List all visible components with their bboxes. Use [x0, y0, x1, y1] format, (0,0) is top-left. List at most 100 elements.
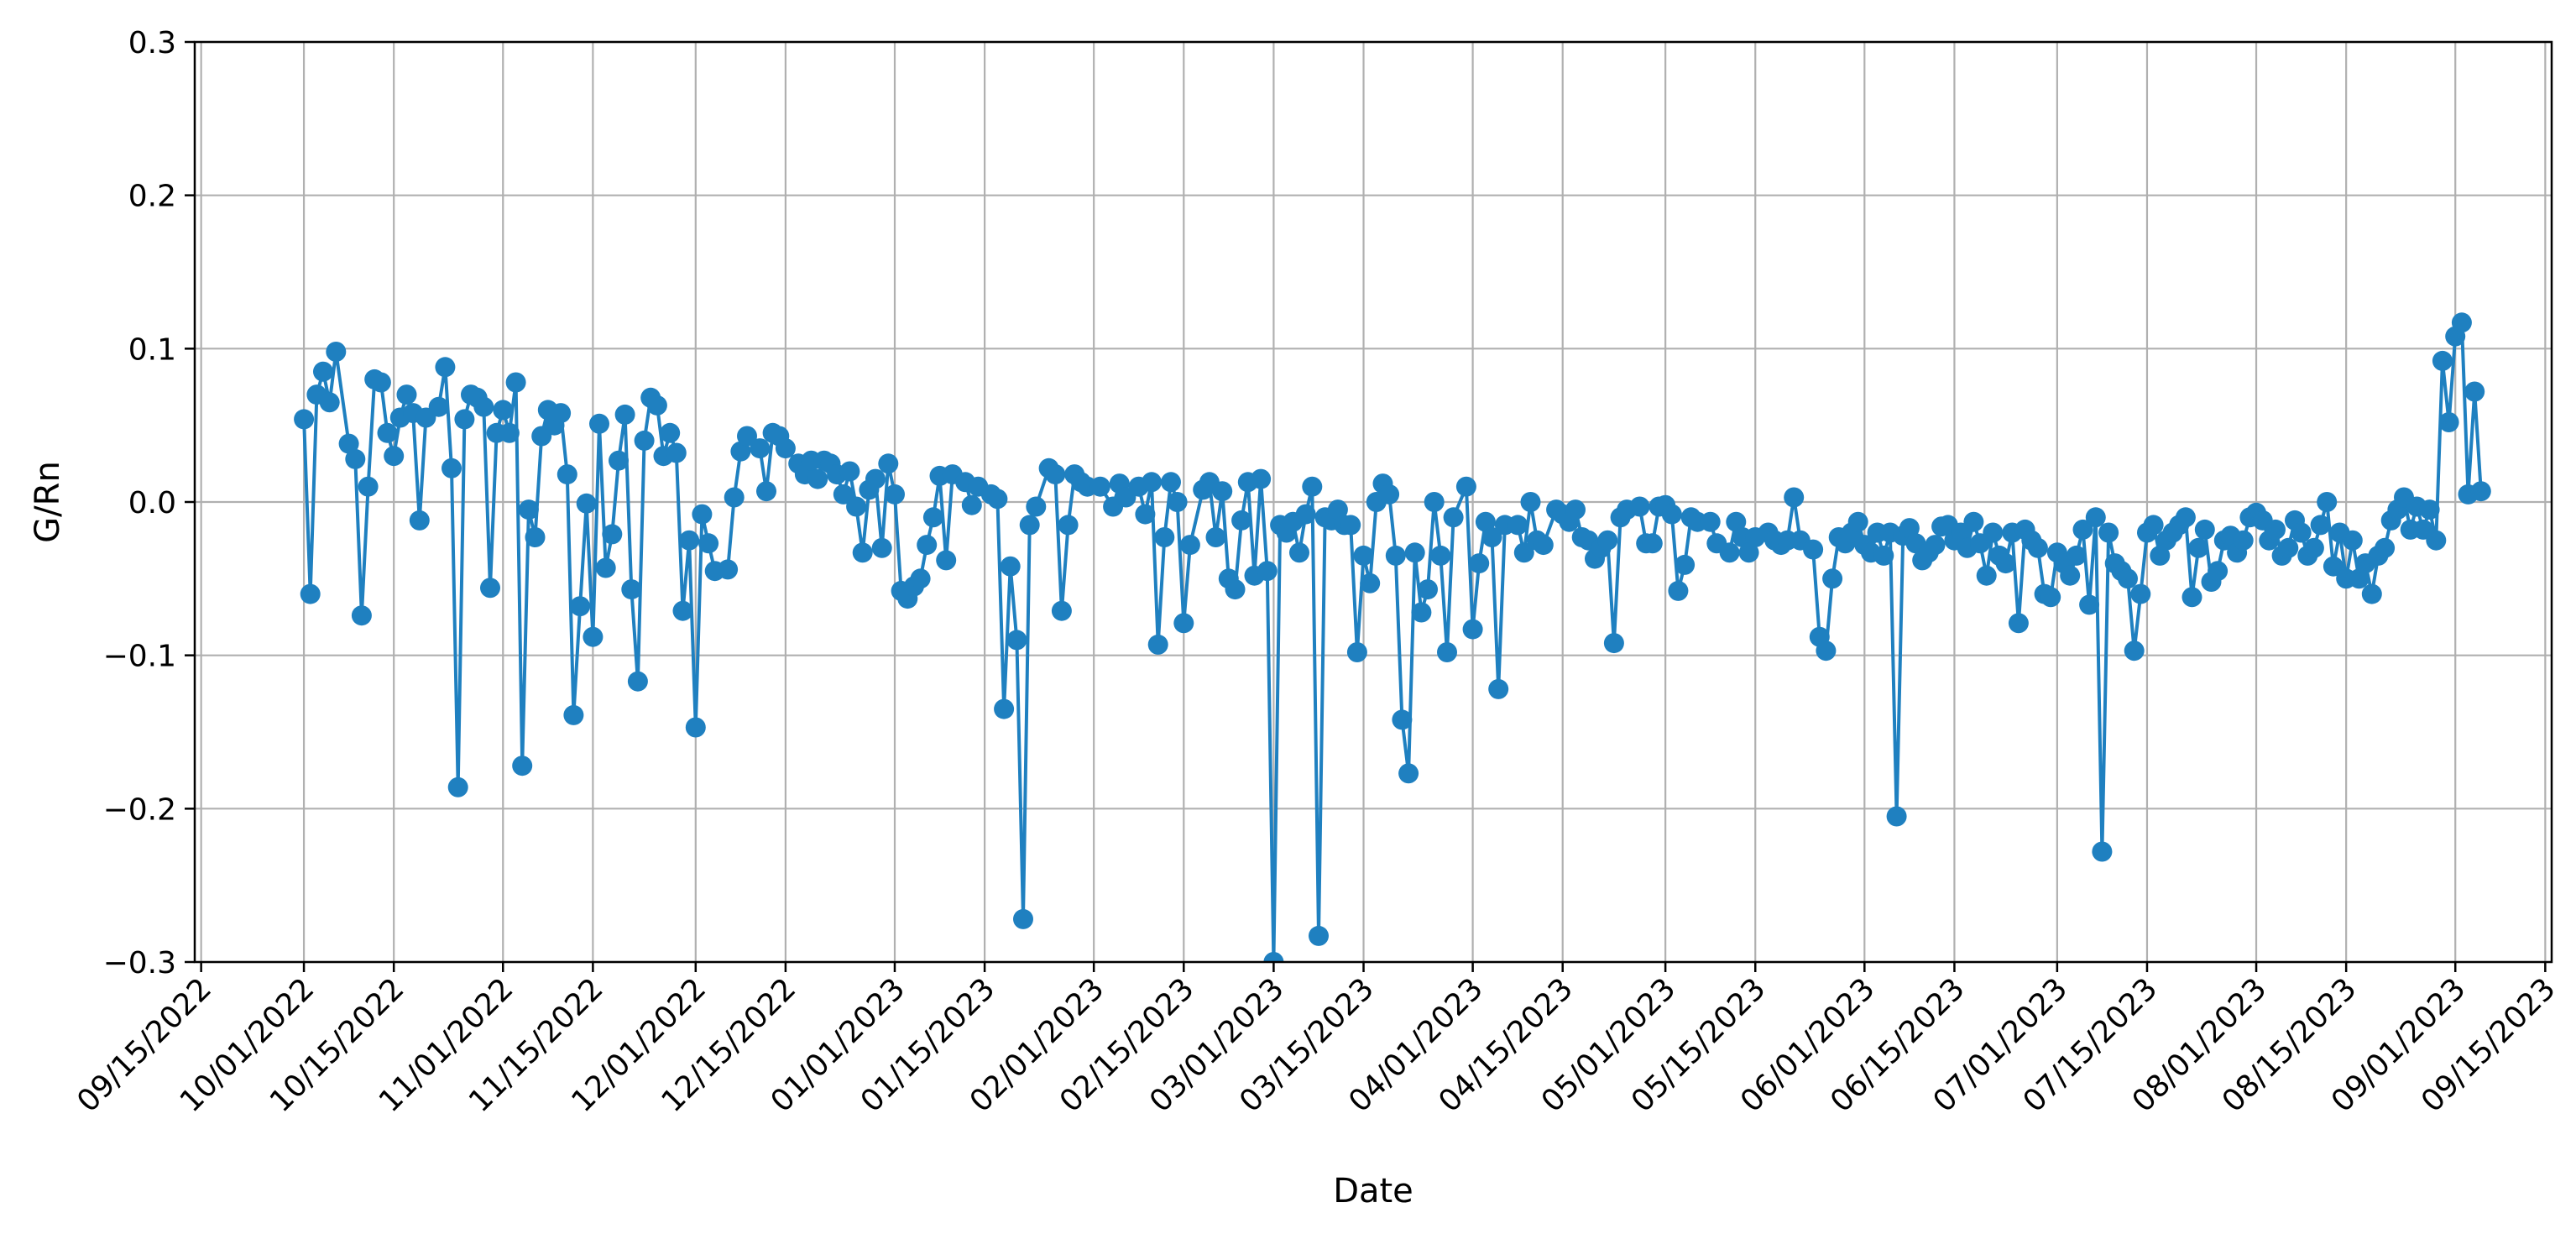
data-point: [499, 422, 520, 443]
data-point: [447, 776, 468, 797]
data-point: [2310, 515, 2331, 536]
data-point: [609, 450, 629, 471]
data-point: [1520, 492, 1541, 512]
data-point: [839, 461, 860, 482]
data-point: [1976, 565, 1997, 586]
data-point: [2432, 350, 2453, 371]
data-point: [1488, 678, 1509, 699]
series-layer: [294, 312, 2491, 962]
data-point: [987, 489, 1008, 510]
data-point: [1475, 511, 1496, 532]
data-point: [409, 510, 430, 531]
data-point: [570, 596, 591, 617]
data-point: [1565, 499, 1586, 520]
data-point: [2426, 530, 2447, 551]
data-point: [1327, 499, 1348, 520]
data-point: [1006, 630, 1027, 651]
data-point: [326, 342, 347, 362]
data-point: [833, 484, 854, 505]
data-point: [396, 384, 417, 405]
data-point: [2323, 556, 2343, 577]
data-point: [922, 507, 943, 528]
data-point: [1212, 481, 1233, 502]
data-point: [2278, 537, 2299, 558]
data-point: [1726, 511, 1747, 532]
data-point: [994, 698, 1015, 719]
data-point: [1392, 709, 1413, 730]
data-point: [442, 458, 462, 478]
data-point: [1205, 527, 1226, 547]
data-point: [1179, 535, 1200, 556]
x-axis-label: Date: [1333, 1172, 1413, 1210]
data-point: [1668, 580, 1689, 601]
data-point: [2303, 537, 2324, 558]
data-point: [846, 496, 867, 517]
data-point: [910, 568, 931, 589]
data-point: [2124, 641, 2145, 661]
data-point: [724, 487, 745, 508]
data-point: [2291, 522, 2312, 543]
data-point: [435, 357, 456, 378]
data-point: [1983, 522, 2004, 543]
data-point: [1513, 542, 1534, 563]
data-point: [698, 533, 719, 554]
data-point: [351, 605, 372, 626]
data-point: [1019, 515, 1040, 536]
data-point: [1135, 504, 1156, 525]
data-point: [1353, 545, 1374, 566]
data-point: [1251, 468, 1272, 489]
data-point: [692, 504, 713, 525]
data-point: [756, 481, 776, 502]
data-point: [1173, 613, 1194, 634]
data-point: [737, 426, 757, 447]
data-point: [1629, 496, 1650, 517]
data-point: [1309, 925, 1329, 946]
data-point: [1443, 507, 1464, 528]
data-point: [1995, 553, 2016, 574]
data-point: [2361, 583, 2382, 604]
data-point: [1719, 542, 1740, 563]
data-point: [1142, 472, 1162, 493]
data-point: [878, 453, 899, 474]
data-point: [1847, 511, 1868, 532]
data-point: [1430, 545, 1451, 566]
data-point: [807, 468, 828, 489]
data-point: [377, 422, 398, 443]
data-point: [563, 704, 584, 725]
data-point: [775, 438, 796, 459]
y-tick-label: 0.3: [128, 26, 176, 60]
data-point: [1225, 579, 1246, 600]
data-point: [1462, 619, 1483, 640]
data-point: [1533, 535, 1554, 556]
data-point: [1360, 573, 1381, 593]
data-point: [750, 438, 771, 459]
y-tick-label: 0.2: [128, 180, 176, 214]
data-point: [1045, 464, 1066, 485]
series-group: [294, 312, 2491, 962]
data-point: [576, 493, 597, 514]
data-point: [865, 468, 886, 489]
data-point: [2098, 522, 2119, 543]
data-point: [621, 579, 642, 600]
data-point: [338, 433, 359, 454]
data-point: [2118, 568, 2138, 589]
data-point: [1398, 763, 1419, 784]
data-point: [1013, 908, 1033, 929]
data-point: [852, 542, 873, 563]
data-point: [627, 671, 648, 692]
data-point: [1675, 554, 1696, 575]
data-point: [595, 557, 616, 578]
data-point: [454, 409, 475, 430]
data-point: [2375, 537, 2396, 558]
data-point: [917, 535, 938, 556]
data-point: [1404, 542, 1425, 563]
data-point: [2188, 537, 2209, 558]
y-tick-label: −0.2: [103, 792, 176, 827]
data-point: [936, 550, 957, 571]
data-point: [718, 559, 739, 580]
data-point: [2092, 841, 2113, 862]
data-point: [505, 372, 526, 393]
data-point: [2349, 568, 2370, 589]
data-point: [525, 527, 546, 547]
